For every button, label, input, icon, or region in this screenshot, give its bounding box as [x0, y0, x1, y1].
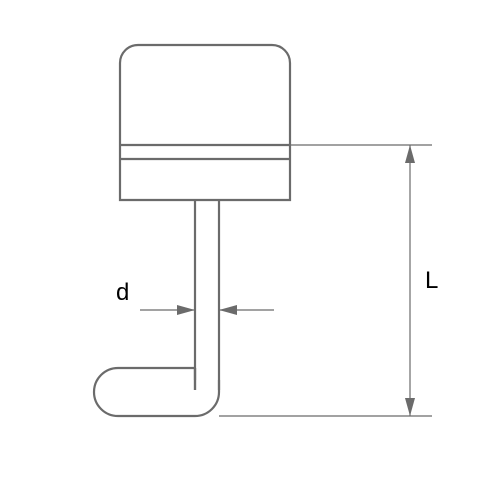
dim-label-L: L — [425, 267, 438, 294]
dimension-lines — [140, 145, 432, 416]
technical-drawing: Ld — [0, 0, 500, 500]
hook-part-outline — [94, 45, 290, 416]
dimension-labels: Ld — [116, 267, 438, 306]
dim-label-d: d — [116, 279, 129, 306]
